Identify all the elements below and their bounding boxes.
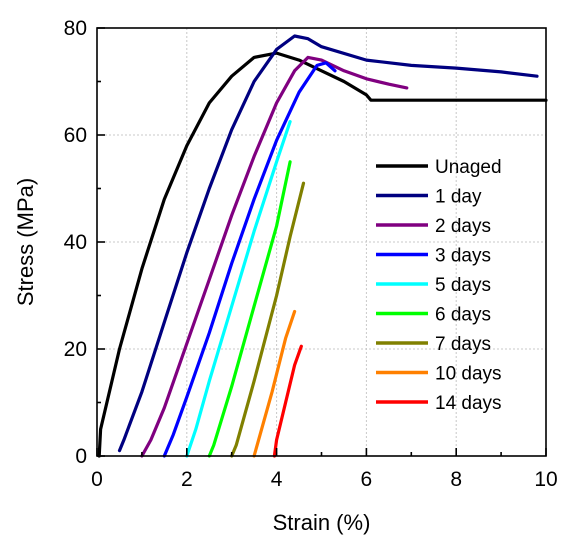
x-tick-label-1: 2 <box>181 468 193 491</box>
axis-ticks <box>96 27 547 457</box>
series-line-7 <box>252 309 297 458</box>
series-line-4 <box>185 120 292 458</box>
legend-label-4: 5 days <box>435 275 491 296</box>
legend-label-3: 3 days <box>435 246 491 267</box>
series-line-6 <box>230 181 306 458</box>
y-axis-title: Stress (MPa) <box>13 178 38 306</box>
x-tick-label-0: 0 <box>91 468 103 491</box>
series-line-3 <box>162 61 337 458</box>
x-tick-label-3: 6 <box>361 468 373 491</box>
x-tick-label-5: 10 <box>534 468 557 491</box>
series-line-8 <box>272 344 303 458</box>
y-tick-label-1: 20 <box>64 338 87 361</box>
legend-label-7: 10 days <box>435 364 502 385</box>
series-lines <box>97 34 548 458</box>
x-tick-label-4: 8 <box>450 468 462 491</box>
legend-label-5: 6 days <box>435 305 491 326</box>
series-line-1 <box>117 34 539 453</box>
series-line-2 <box>140 55 409 458</box>
x-tick-label-2: 4 <box>271 468 283 491</box>
legend: Unaged 1 day 2 days 3 days 5 days 6 days 7 day… <box>376 157 502 414</box>
grid-lines <box>97 28 546 456</box>
y-tick-label-0: 0 <box>75 445 87 468</box>
y-tick-label-4: 80 <box>64 17 87 40</box>
axis-tick-labels: 0 2 4 6 8 10 0 20 40 60 80 <box>64 17 558 491</box>
legend-label-2: 2 days <box>435 216 491 237</box>
series-line-0 <box>97 51 548 458</box>
legend-label-8: 14 days <box>435 393 502 414</box>
x-axis-title: Strain (%) <box>273 510 371 535</box>
y-tick-label-2: 40 <box>64 231 87 254</box>
legend-label-1: 1 day <box>435 187 482 208</box>
series-line-5 <box>207 160 292 458</box>
y-tick-label-3: 60 <box>64 124 87 147</box>
legend-label-6: 7 days <box>435 334 491 355</box>
legend-label-0: Unaged <box>435 157 502 178</box>
